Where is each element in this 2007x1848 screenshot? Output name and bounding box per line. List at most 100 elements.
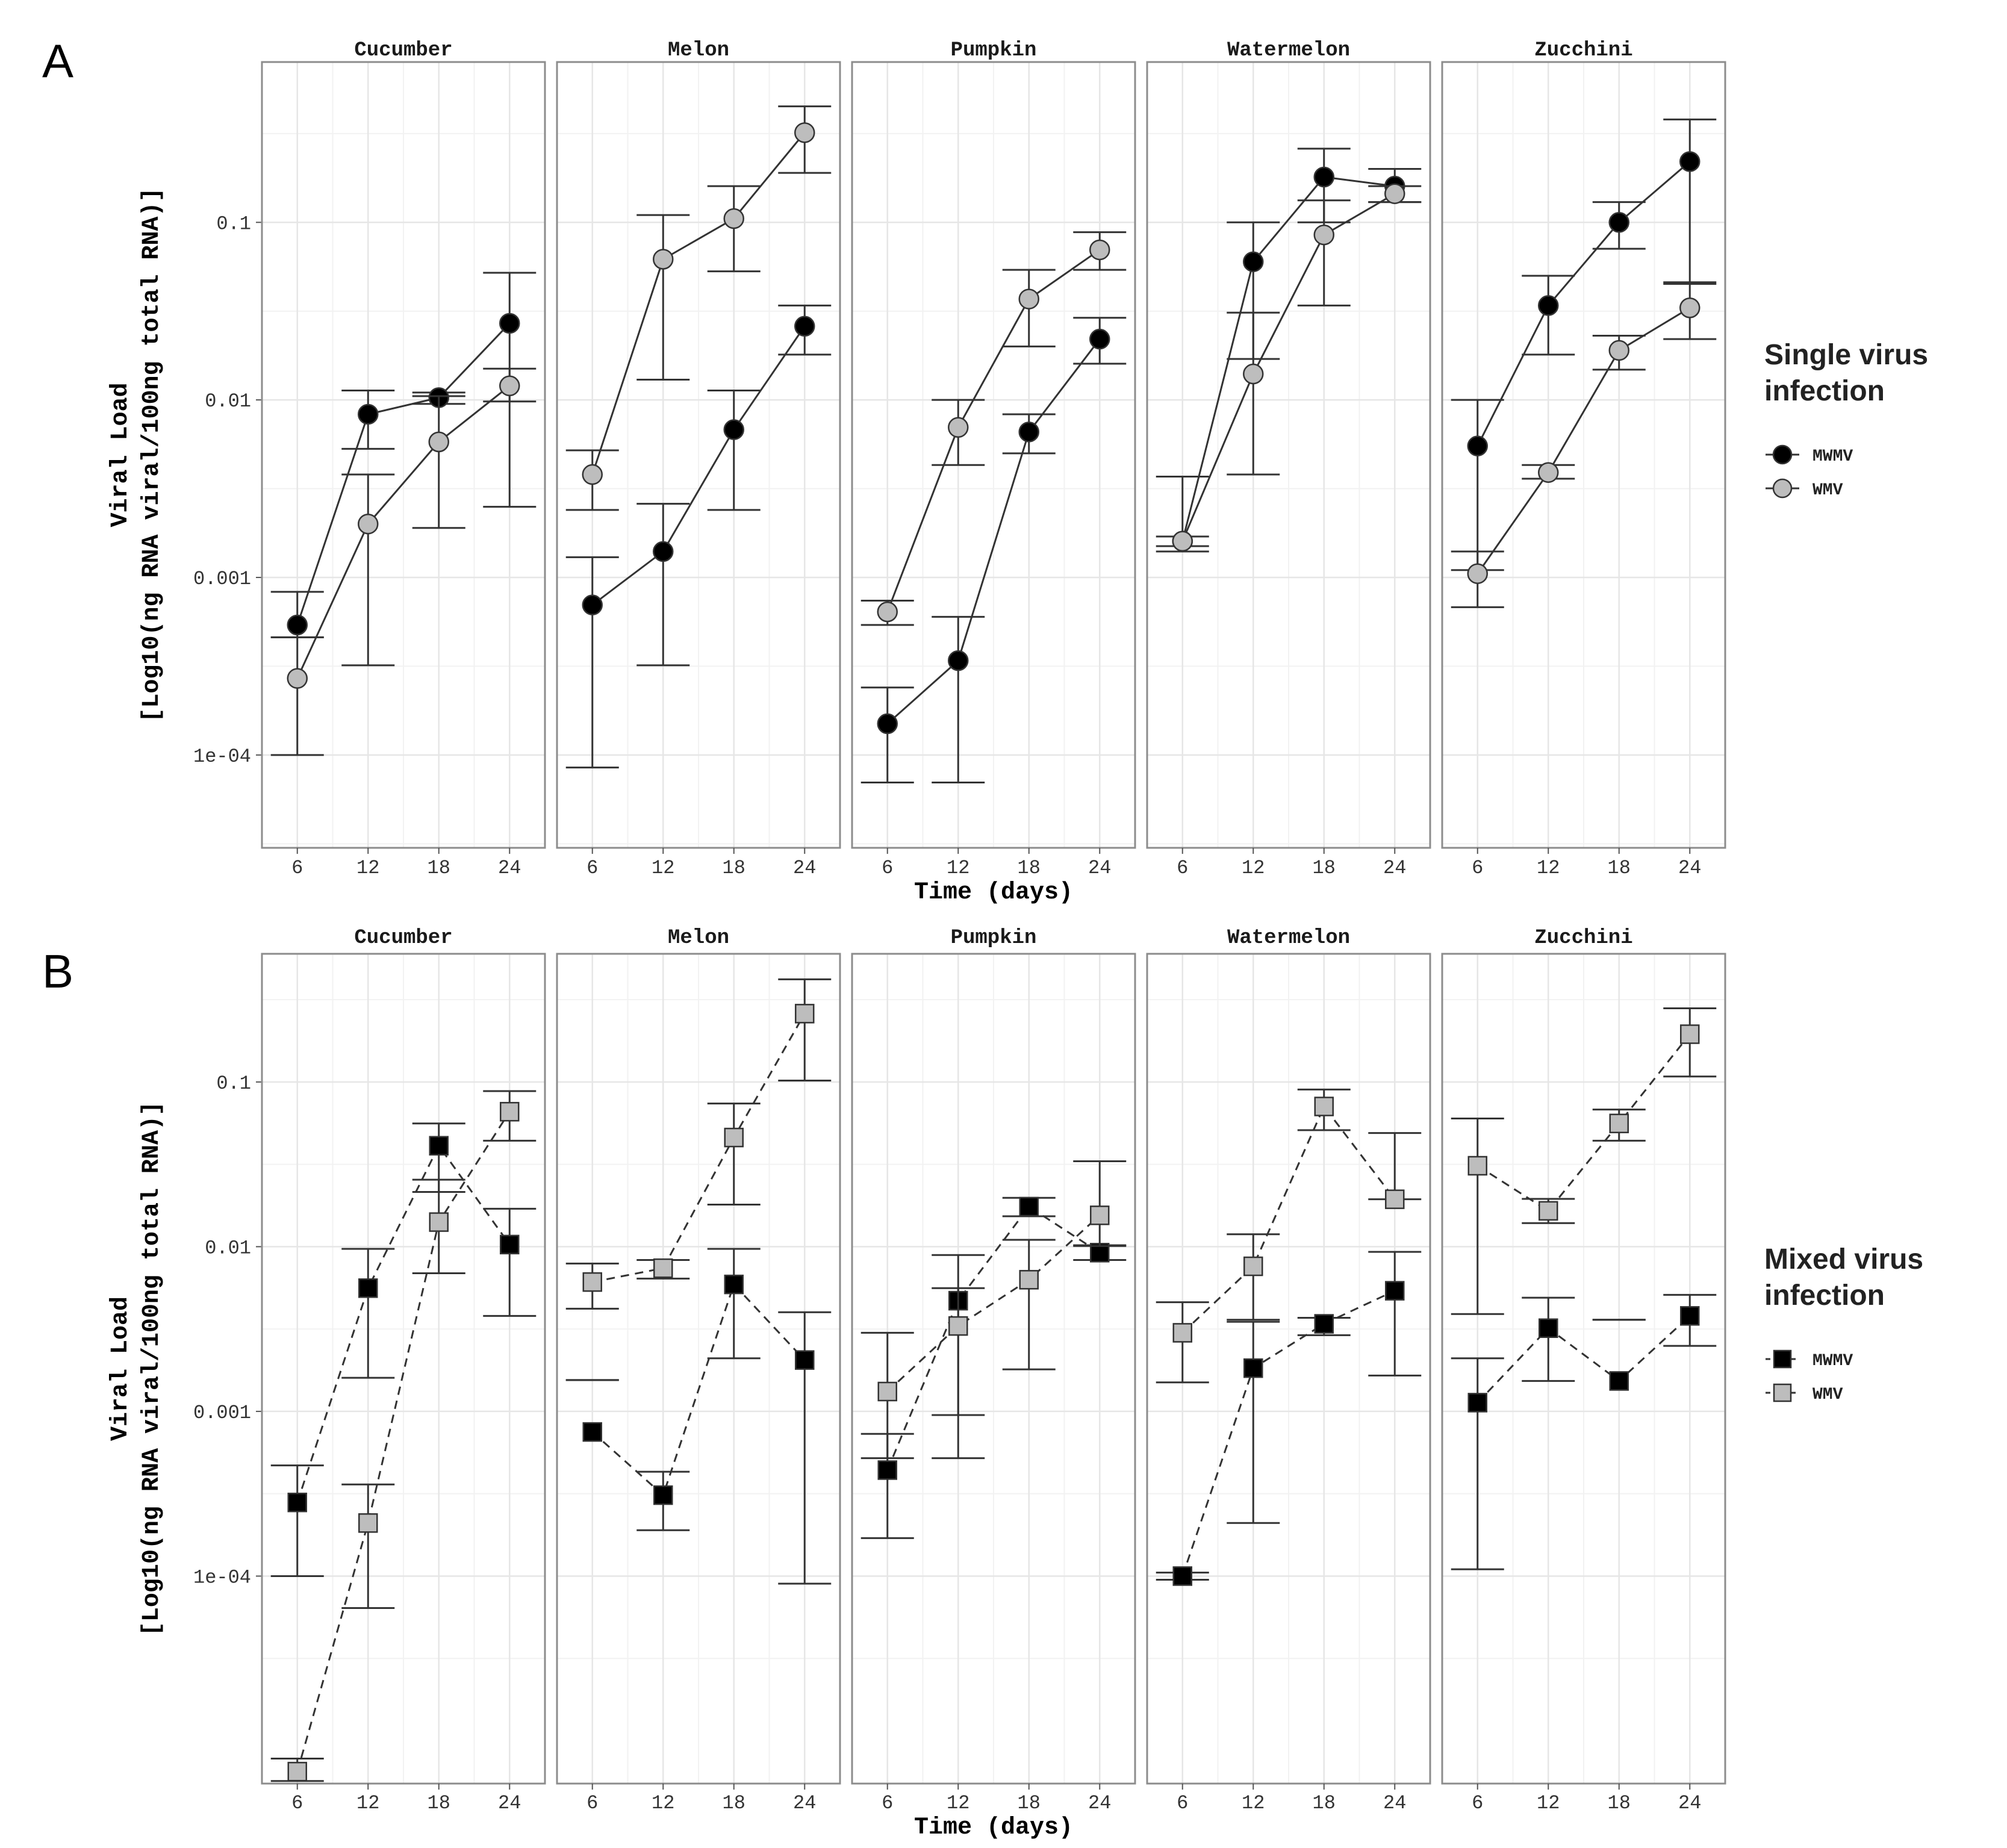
facet-cucumber: Cucumber 6 12 18 24 [261,39,546,879]
data-point [795,1004,815,1024]
x-tick-label: 12 [1537,857,1560,879]
x-tick-label: 18 [1608,1792,1631,1814]
series-line [1181,193,1396,542]
data-point [1680,1024,1700,1044]
series-line [886,338,1101,725]
data-point [1385,1189,1405,1209]
data-point [1018,288,1039,310]
data-point [582,594,603,615]
x-tick-label: 12 [356,857,379,879]
data-point [1172,1323,1192,1343]
x-tick-label: 18 [1313,857,1336,879]
x-tick-label: 6 [882,857,893,879]
y-tick-label: 1e-04 [193,1566,251,1588]
data-point [1467,563,1488,584]
series-wmv [860,1160,1127,1460]
legend-label: WMV [1813,481,1843,500]
x-tick-label: 18 [1018,857,1041,879]
data-point [877,601,898,623]
x-tick-label: 18 [428,1792,450,1814]
series-line [1181,1104,1396,1334]
series-wmv [1156,183,1422,552]
x-tick-label: 6 [1472,857,1483,879]
legend-title-line2: infection [1764,375,1885,407]
facet-strip-label: Cucumber [354,39,452,62]
x-tick-label: 12 [1242,1792,1265,1814]
data-point [1538,295,1559,316]
facet-melon: Melon 6 12 18 24 [556,39,841,879]
facet-strip-label: Zucchini [1534,927,1632,950]
data-point [653,1485,673,1505]
facet-strip-label: Watermelon [1227,927,1350,950]
data-point [948,417,969,438]
x-tick-label: 24 [793,857,816,879]
data-point [1243,251,1264,272]
data-point [653,249,674,270]
data-point [582,1272,602,1292]
series-line [591,325,806,606]
data-point [1243,1358,1263,1378]
x-axis-title: Time (days) [914,1814,1073,1841]
series-wmv [565,978,832,1310]
series-wmv [1156,1088,1422,1384]
data-point [499,313,520,334]
facet-strip-label: Pumpkin [951,927,1037,950]
x-tick-label: 6 [291,1792,303,1814]
data-point [1679,151,1701,172]
panel-letter: A [42,34,73,87]
series-line [296,385,511,679]
facet-strip-label: Pumpkin [951,39,1037,62]
series-mwmv [270,1122,537,1577]
data-point [1538,462,1559,483]
legend-title-line1: Single virus [1764,339,1928,371]
x-tick-label: 24 [1678,1792,1701,1814]
data-point [1467,1156,1487,1176]
series-line [592,1013,806,1283]
series-mwmv [1156,1251,1422,1586]
series-line [1476,1315,1691,1404]
data-point [582,1422,602,1442]
x-tick-label: 6 [587,857,598,879]
data-point [499,375,520,397]
data-point [1172,530,1193,552]
x-tick-label: 24 [1088,1792,1111,1814]
data-point [287,1492,307,1513]
facet-cucumber: Cucumber 6 12 18 24 [261,927,546,1814]
y-tick-label: 0.1 [216,1072,251,1095]
data-point [1609,1371,1629,1391]
x-tick-label: 18 [1608,857,1631,879]
series-line [1181,176,1395,542]
data-point [723,419,744,440]
x-tick-label: 12 [356,1792,379,1814]
x-tick-label: 24 [793,1792,816,1814]
y-tick-label: 0.001 [193,568,251,590]
data-point [877,1381,897,1402]
data-point [582,464,603,485]
facet-melon: Melon 6 12 18 24 [556,927,841,1814]
series-line [1476,306,1691,574]
data-point [724,1127,744,1148]
series-line [886,249,1101,612]
x-tick-label: 24 [1383,857,1406,879]
facet-border [261,61,546,849]
data-point [795,1350,815,1370]
data-point [794,122,815,143]
x-tick-label: 24 [1678,857,1701,879]
legend-key-marker [1773,1349,1792,1369]
series-line [886,1205,1101,1471]
facet-border [851,953,1136,1785]
data-point [287,1761,307,1782]
facet-zucchini: Zucchini 6 12 18 24 [1441,39,1726,879]
chart-panel-a: A Viral Load [Log10(ng RNA viral/100ng tot… [42,34,1928,906]
data-point [1539,1318,1558,1338]
x-tick-label: 12 [652,1792,674,1814]
series-line [296,322,511,626]
x-tick-label: 18 [428,857,450,879]
x-tick-label: 6 [1472,1792,1483,1814]
x-tick-label: 24 [498,857,521,879]
y-axis-title-line1: Viral Load [107,1296,134,1441]
chart-panel-b: B Viral Load [Log10(ng RNA viral/100ng tot… [42,927,1923,1841]
x-tick-label: 18 [723,1792,745,1814]
data-point [1385,1281,1405,1301]
facet-border [1146,61,1431,849]
